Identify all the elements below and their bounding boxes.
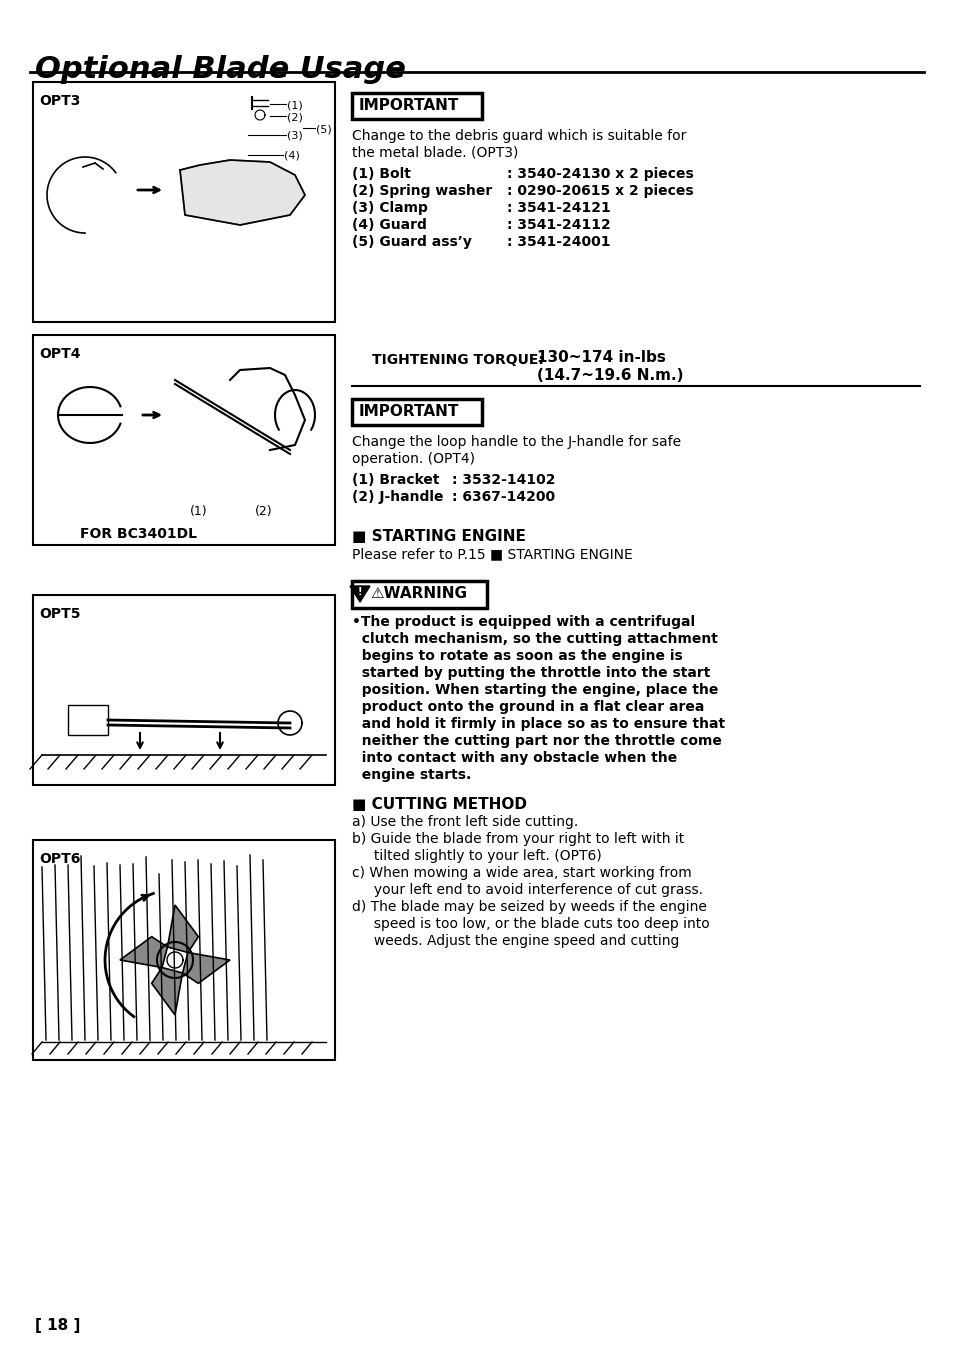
Text: (3) Clamp: (3) Clamp [352, 201, 428, 214]
Text: ■ STARTING ENGINE: ■ STARTING ENGINE [352, 528, 525, 545]
Text: (2) J-handle: (2) J-handle [352, 491, 443, 504]
Text: : 6367-14200: : 6367-14200 [452, 491, 555, 504]
Text: begins to rotate as soon as the engine is: begins to rotate as soon as the engine i… [352, 648, 682, 663]
Text: : 3541-24121: : 3541-24121 [506, 201, 610, 214]
Text: and hold it firmly in place so as to ensure that: and hold it firmly in place so as to ens… [352, 717, 724, 731]
Text: (5) Guard ass’y: (5) Guard ass’y [352, 235, 472, 249]
Text: (14.7~19.6 N.m.): (14.7~19.6 N.m.) [537, 368, 682, 383]
Text: weeds. Adjust the engine speed and cutting: weeds. Adjust the engine speed and cutti… [352, 934, 679, 948]
Text: product onto the ground in a flat clear area: product onto the ground in a flat clear … [352, 700, 703, 714]
Text: (1) Bolt: (1) Bolt [352, 167, 411, 181]
Text: engine starts.: engine starts. [352, 768, 471, 782]
Text: : 0290-20615 x 2 pieces: : 0290-20615 x 2 pieces [506, 183, 693, 198]
Text: d) The blade may be seized by weeds if the engine: d) The blade may be seized by weeds if t… [352, 900, 706, 914]
Text: neither the cutting part nor the throttle come: neither the cutting part nor the throttl… [352, 735, 721, 748]
Text: (1) Bracket: (1) Bracket [352, 473, 439, 487]
Text: FOR BC3401DL: FOR BC3401DL [80, 527, 196, 541]
Text: (3): (3) [287, 131, 302, 142]
Polygon shape [180, 160, 305, 225]
Text: into contact with any obstacle when the: into contact with any obstacle when the [352, 751, 677, 766]
Text: clutch mechanism, so the cutting attachment: clutch mechanism, so the cutting attachm… [352, 632, 717, 646]
Bar [33, 82, 335, 322]
Text: OPT5: OPT5 [39, 607, 80, 621]
Text: c) When mowing a wide area, start working from: c) When mowing a wide area, start workin… [352, 865, 691, 880]
Text: IMPORTANT: IMPORTANT [358, 404, 459, 419]
Text: !: ! [357, 586, 362, 597]
Text: tilted slightly to your left. (OPT6): tilted slightly to your left. (OPT6) [352, 849, 601, 863]
Text: (2): (2) [287, 112, 302, 123]
Text: OPT4: OPT4 [39, 346, 80, 361]
Text: speed is too low, or the blade cuts too deep into: speed is too low, or the blade cuts too … [352, 917, 709, 931]
Text: : 3541-24001: : 3541-24001 [506, 235, 610, 249]
Text: 130~174 in-lbs: 130~174 in-lbs [537, 350, 665, 365]
Bar [352, 93, 481, 119]
Polygon shape [168, 905, 198, 953]
Text: (2): (2) [254, 506, 273, 518]
Text: (4): (4) [284, 151, 299, 160]
Text: TIGHTENING TORQUE:: TIGHTENING TORQUE: [372, 353, 543, 367]
Text: : 3541-24112: : 3541-24112 [506, 218, 610, 232]
Bar [352, 581, 486, 608]
Text: operation. (OPT4): operation. (OPT4) [352, 452, 475, 466]
Text: a) Use the front left side cutting.: a) Use the front left side cutting. [352, 816, 578, 829]
Bar [33, 336, 335, 545]
Polygon shape [350, 586, 370, 603]
Text: your left end to avoid interference of cut grass.: your left end to avoid interference of c… [352, 883, 702, 896]
Text: Optional Blade Usage: Optional Blade Usage [35, 55, 405, 84]
Text: (5): (5) [315, 124, 332, 133]
Text: (1): (1) [190, 506, 208, 518]
Polygon shape [152, 968, 182, 1015]
Bar [33, 840, 335, 1060]
Text: •The product is equipped with a centrifugal: •The product is equipped with a centrifu… [352, 615, 695, 630]
Text: : 3532-14102: : 3532-14102 [452, 473, 555, 487]
Text: (1): (1) [287, 100, 302, 111]
Bar [33, 594, 335, 785]
Text: (2) Spring washer: (2) Spring washer [352, 183, 492, 198]
Text: position. When starting the engine, place the: position. When starting the engine, plac… [352, 683, 718, 697]
Text: OPT3: OPT3 [39, 94, 80, 108]
Bar [68, 705, 108, 735]
Text: (4) Guard: (4) Guard [352, 218, 426, 232]
Bar [352, 399, 481, 425]
Text: b) Guide the blade from your right to left with it: b) Guide the blade from your right to le… [352, 832, 683, 847]
Text: OPT6: OPT6 [39, 852, 80, 865]
Text: Change the loop handle to the J-handle for safe: Change the loop handle to the J-handle f… [352, 435, 680, 449]
Polygon shape [182, 953, 230, 983]
Text: started by putting the throttle into the start: started by putting the throttle into the… [352, 666, 710, 679]
Text: [ 18 ]: [ 18 ] [35, 1318, 80, 1333]
Text: : 3540-24130 x 2 pieces: : 3540-24130 x 2 pieces [506, 167, 693, 181]
Text: Change to the debris guard which is suitable for: Change to the debris guard which is suit… [352, 129, 685, 143]
Text: ■ CUTTING METHOD: ■ CUTTING METHOD [352, 797, 526, 811]
Text: Please refer to P.15 ■ STARTING ENGINE: Please refer to P.15 ■ STARTING ENGINE [352, 547, 632, 561]
Text: the metal blade. (OPT3): the metal blade. (OPT3) [352, 146, 517, 160]
Text: ⚠WARNING: ⚠WARNING [370, 586, 467, 601]
Polygon shape [120, 937, 168, 968]
Text: IMPORTANT: IMPORTANT [358, 98, 459, 113]
